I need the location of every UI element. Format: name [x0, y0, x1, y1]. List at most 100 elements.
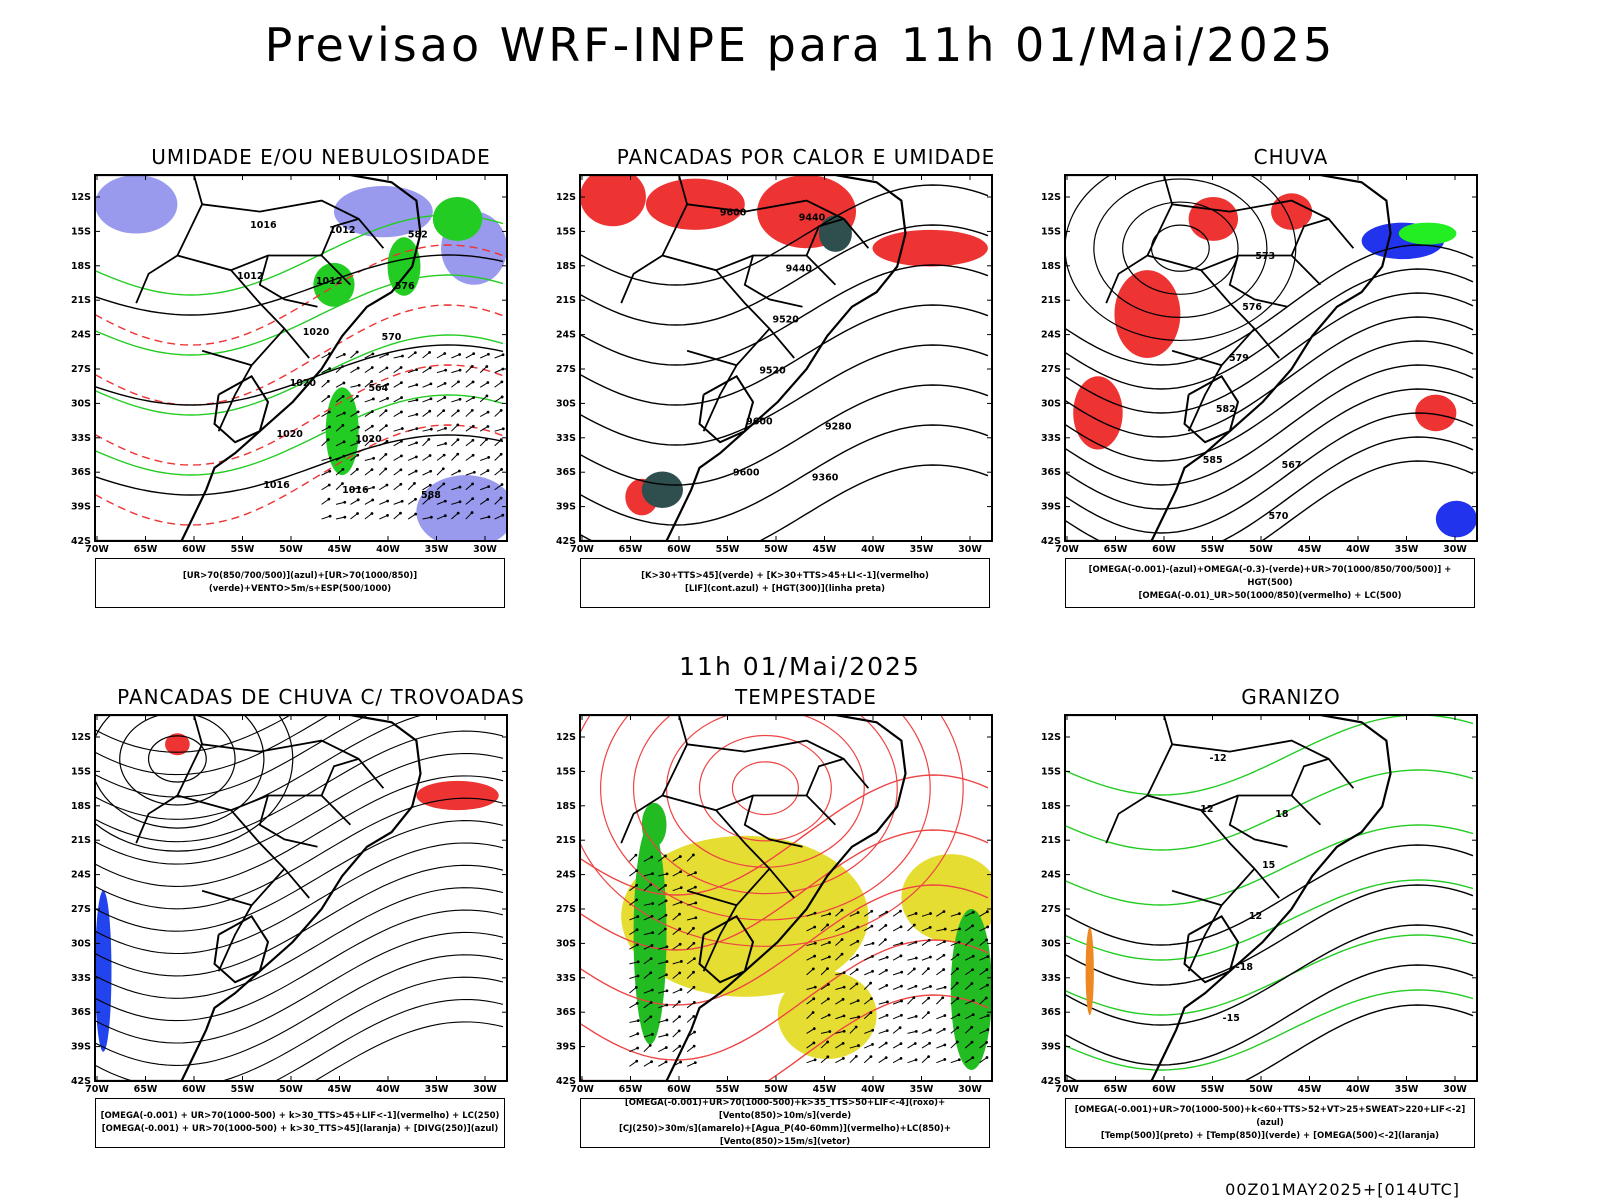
wind-vector [686, 854, 694, 862]
wind-vector [465, 397, 474, 403]
lat-label: 21S [556, 835, 576, 846]
wind-vector [964, 925, 973, 932]
cape-contour [580, 939, 989, 1061]
wind-vector [869, 997, 873, 1001]
wind-vector [326, 438, 330, 442]
wind-vector [422, 484, 431, 491]
wind-vector [964, 1014, 974, 1020]
contour-label: 12 [1249, 911, 1262, 922]
wind-vector [835, 926, 844, 932]
wind-vector [885, 955, 889, 959]
wind-vector [471, 453, 475, 457]
wind-vector [956, 997, 960, 1000]
wind-vector [884, 938, 887, 941]
streamline [95, 976, 504, 1081]
wind-vector [679, 900, 683, 904]
wind-vector [956, 967, 959, 971]
wind-vector [378, 425, 387, 432]
wind-vector [407, 428, 417, 432]
lat-label: 33S [1041, 433, 1061, 444]
wind-vector [678, 855, 682, 858]
temp850-contour [1065, 934, 1474, 1016]
wind-vector [342, 353, 346, 356]
lon-label: 65W [134, 544, 158, 555]
wind-vector [686, 971, 694, 979]
lat-label: 21S [1041, 835, 1061, 846]
wind-vector [350, 411, 359, 417]
lon-label: 60W [667, 544, 691, 555]
lat-label: 18S [556, 801, 576, 812]
lat-label: 12S [71, 732, 91, 743]
wind-vector [914, 1058, 918, 1062]
weather-map: 9600 9600 9600 9520 9520 9440 9440 9360 9280 12S 1… [556, 174, 993, 555]
wind-vector [658, 1061, 667, 1067]
omega-area-orange [1085, 927, 1094, 1016]
wind-vector [878, 1042, 887, 1049]
wind-vector [691, 853, 695, 857]
wind-vector [936, 911, 945, 917]
contour-label: 573 [1255, 251, 1275, 262]
wind-vector [471, 497, 475, 500]
wind-vector [379, 397, 388, 403]
wind-vector [835, 909, 843, 917]
panel-title: GRANIZO [1241, 685, 1341, 709]
wind-vector [422, 428, 432, 432]
wind-vector [456, 452, 460, 456]
wind-vector [635, 898, 639, 902]
wind-vector [686, 927, 694, 935]
wind-vector [855, 982, 859, 986]
lat-label: 33S [71, 973, 91, 984]
contour-label: 9600 [746, 417, 773, 428]
wind-vector [436, 500, 446, 505]
wind-vector [979, 911, 988, 917]
height-contour [1065, 292, 1474, 414]
contour-label: 15 [1262, 860, 1275, 871]
lat-label: 42S [1041, 1076, 1061, 1087]
wind-vector [694, 871, 697, 875]
country-border [715, 254, 837, 286]
wind-vector [914, 984, 918, 988]
wind-vector [986, 983, 989, 987]
wind-vector [428, 366, 432, 370]
height-contour [1065, 340, 1474, 462]
wind-vector [335, 441, 345, 447]
wind-vector [979, 956, 989, 961]
height-contour [1260, 460, 1474, 541]
wind-vector [929, 912, 932, 915]
lat-label: 30S [71, 938, 91, 949]
wind-vector [386, 382, 390, 386]
country-border [230, 794, 352, 826]
wind-vector [429, 427, 433, 431]
wind-vector [629, 961, 639, 965]
wind-vector [806, 955, 815, 961]
wind-vector [820, 1031, 830, 1034]
wind-vector [393, 397, 402, 403]
contour-label: 1012 [329, 225, 355, 236]
wind-vector [451, 453, 459, 461]
wind-vector [407, 483, 415, 491]
wind-vector [870, 924, 874, 928]
wind-vector [393, 500, 403, 505]
country-border [1228, 255, 1288, 308]
wind-vector [929, 985, 932, 988]
coastline [1065, 175, 1392, 541]
lat-label: 33S [556, 973, 576, 984]
wind-vector [678, 971, 682, 975]
wind-vector [884, 924, 888, 927]
lat-label: 39S [71, 1042, 91, 1053]
wind-vector [350, 426, 359, 432]
lat-label: 30S [71, 398, 91, 409]
wind-vector [950, 941, 960, 947]
wind-vector [950, 1014, 960, 1020]
wind-vector [849, 926, 859, 932]
wind-vector [826, 1055, 830, 1059]
wind-vector [841, 925, 845, 928]
streamline [274, 998, 504, 1081]
wind-vector [415, 412, 419, 416]
wind-vector [643, 989, 653, 994]
map-panel-1: UMIDADE E/OU NEBULOSIDADE 1012 1016 1016 102… [55, 145, 527, 655]
wind-vector [364, 457, 374, 461]
wind-vector [972, 998, 975, 1002]
wind-vector [643, 1061, 652, 1067]
main-title: Previsao WRF-INPE para 11h 01/Mai/2025 [264, 18, 1336, 72]
